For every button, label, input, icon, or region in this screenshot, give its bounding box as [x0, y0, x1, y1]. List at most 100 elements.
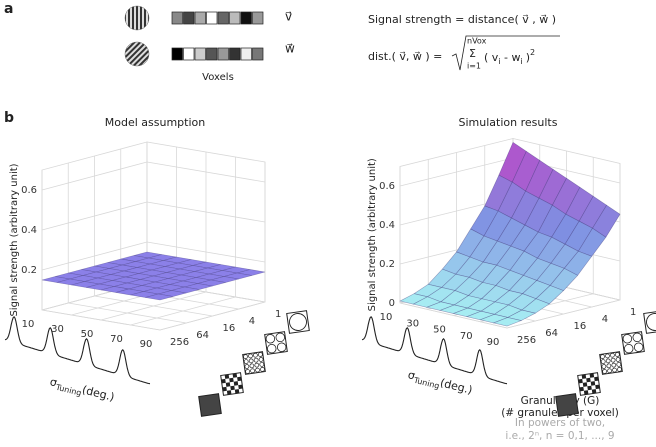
x-tick-label: 90: [140, 339, 153, 350]
icon-dot: [624, 343, 634, 354]
voxel: [194, 11, 206, 25]
icon-cell: [578, 378, 583, 384]
grid-line: [68, 302, 187, 324]
icon-cell: [225, 382, 231, 387]
z-tick-label: 0.2: [21, 265, 37, 276]
x-axis-label-part: (deg.): [439, 376, 474, 397]
x-tick-label: 70: [460, 331, 473, 342]
surface-cell: [145, 293, 174, 301]
voxel: [229, 47, 241, 61]
icon-dot: [605, 358, 611, 364]
granule-icon: [577, 372, 601, 396]
x-tick-label: 30: [406, 318, 419, 329]
voxel: [229, 11, 241, 25]
voxel: [183, 47, 195, 61]
term: i: [498, 57, 500, 66]
term: ): [526, 51, 530, 64]
chart-title: Simulation results: [459, 116, 558, 129]
icon-dot: [245, 369, 250, 374]
x-tick-label: 90: [487, 337, 500, 348]
x-axis-label-part: σ: [49, 375, 59, 389]
icon-dot: [611, 362, 617, 368]
z-tick-label: 0.4: [379, 220, 395, 231]
icon-box: [198, 393, 222, 417]
icon-cell: [232, 373, 238, 378]
icon-cell: [230, 385, 235, 391]
x-axis-label: σTuning(deg.): [406, 368, 474, 398]
icon-dot: [258, 352, 263, 357]
icon-cell: [221, 378, 226, 384]
y-tick-label: 256: [517, 335, 536, 346]
signal-definition: Signal strength = distance( v⃗ , w⃗ ): [368, 13, 556, 26]
y-tick-label: 16: [223, 323, 236, 334]
x-axis-label-part: Tuning: [412, 375, 441, 390]
icon-box: [555, 393, 579, 417]
voxel-rows: [171, 11, 264, 61]
panel-label: a: [4, 1, 13, 17]
icon-dot: [612, 367, 617, 373]
icon-cell: [233, 381, 239, 386]
term: i: [521, 57, 523, 66]
icon-dot: [275, 332, 285, 343]
icon-dot: [254, 362, 260, 368]
icon-dot: [600, 359, 606, 364]
y-tick-label: 256: [170, 337, 189, 348]
x-tick-label: 50: [433, 325, 446, 336]
y-tick-label: 64: [545, 328, 558, 339]
icon-dot: [610, 352, 615, 358]
x-axis-label-part: σ: [407, 368, 417, 382]
icon-dot: [606, 363, 612, 369]
grid-line: [41, 309, 161, 331]
icon-box: [577, 372, 601, 396]
tuning-curve: [4, 315, 151, 385]
icon-dot: [260, 367, 265, 372]
voxel: [217, 11, 229, 25]
voxel: [240, 47, 252, 61]
z-axis-label: Signal strength (arbitrary unit): [9, 163, 20, 316]
note: In powers of two,: [515, 417, 605, 429]
z-tick-label: 0.6: [379, 181, 395, 192]
icon-dot: [244, 364, 250, 369]
granule-icon: [242, 351, 266, 375]
icon-dot: [610, 357, 616, 363]
x-axis-label: σTuning(deg.): [48, 375, 116, 405]
term: ( v: [484, 51, 499, 64]
y-tick-label: 4: [602, 314, 608, 325]
x-tick-label: 50: [81, 329, 94, 340]
granule-icon: [220, 372, 244, 396]
icon-dot: [617, 367, 622, 372]
formula-lower: i=1: [467, 62, 481, 71]
icon-dot: [622, 334, 633, 344]
icon-cell: [224, 374, 230, 379]
icon-cell: [229, 377, 234, 383]
voxel: [252, 47, 264, 61]
vector-label: v⃗: [285, 10, 292, 24]
icon-dot: [605, 353, 610, 359]
icon-box: [220, 372, 244, 396]
icon-cell: [582, 382, 588, 387]
note: i.e., 2ⁿ, n = 0,1, ..., 9: [505, 430, 614, 442]
icon-dot: [615, 357, 621, 362]
icon-dot: [259, 362, 265, 367]
icon-dot: [633, 342, 644, 352]
icon-dot: [289, 313, 307, 331]
voxel: [171, 11, 183, 25]
grating: [124, 41, 150, 67]
icon-cell: [586, 377, 591, 383]
icon-dot: [616, 362, 622, 367]
icon-box: [599, 351, 623, 375]
icon-dot: [646, 313, 656, 331]
granule-icon: [198, 393, 222, 417]
icon-box: [242, 351, 266, 375]
icon-dot: [243, 359, 249, 364]
formula-upper: nVox: [467, 37, 487, 46]
formula-lhs: dist.( v⃗, w⃗ ) =: [368, 50, 442, 63]
icon-cell: [583, 390, 589, 395]
term: - w: [501, 51, 521, 64]
x-tick-label: 70: [110, 334, 123, 345]
z-tick-label: 0.6: [21, 185, 37, 196]
icon-dot: [255, 367, 260, 373]
icon-dot: [250, 368, 255, 374]
granule-icon: [621, 331, 645, 355]
